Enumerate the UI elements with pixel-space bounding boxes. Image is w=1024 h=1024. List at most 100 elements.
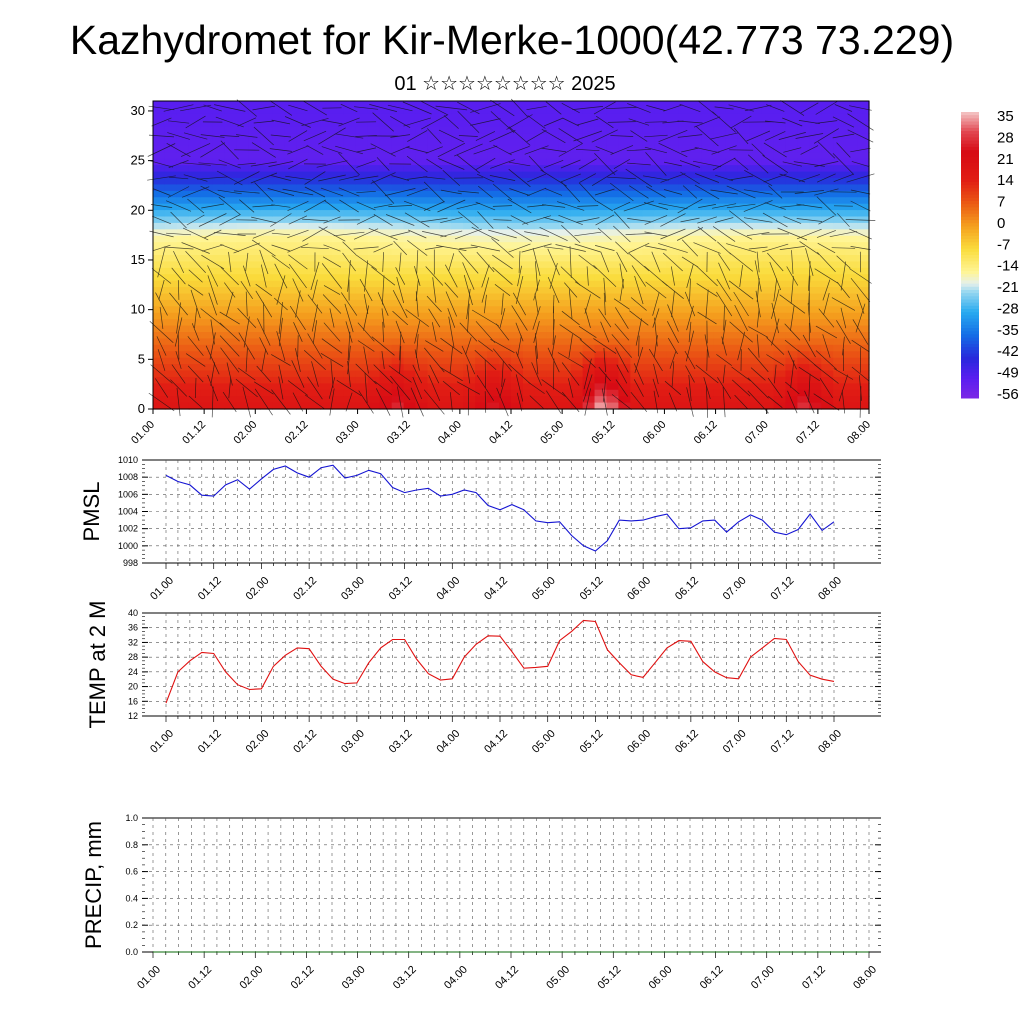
heatmap-x-label-14: 08.00	[845, 419, 873, 447]
panel-2-x-label-6: 04.00	[434, 728, 462, 756]
panel-3-y-label-2: 0.4	[125, 893, 138, 903]
panel-3-x-label-3: 02.12	[289, 964, 317, 992]
panel-2-x-label-4: 03.00	[339, 728, 367, 756]
colorbar-label-12: -49	[997, 365, 1019, 382]
panel-3-y-label-1: 0.2	[125, 920, 138, 930]
panel-1-x-label-5: 03.12	[387, 575, 415, 603]
panel-1-x-label-8: 05.00	[530, 575, 558, 603]
panel-1-x-label-1: 01.12	[196, 575, 224, 603]
heatmap-x-label-8: 05.00	[538, 419, 566, 447]
panel-2-series-line	[165, 619, 835, 704]
heatmap-x-label-5: 03.12	[385, 419, 413, 447]
colorbar-label-1: 28	[997, 129, 1014, 146]
heatmap-x-label-10: 06.00	[641, 419, 669, 447]
colorbar-label-2: 21	[997, 151, 1014, 168]
panel-1-x-label-4: 03.00	[339, 575, 367, 603]
colorbar-label-8: -21	[997, 279, 1019, 296]
panel-2-x-label-12: 07.00	[721, 728, 749, 756]
panel-1-y-label-3: 1004	[118, 507, 138, 517]
panel-2-y-label-2: 20	[128, 682, 138, 692]
heatmap-y-label-3: 15	[131, 252, 145, 267]
panel-1-x-label-12: 07.00	[721, 575, 749, 603]
colorbar-label-10: -35	[997, 322, 1019, 339]
panel-1-x-label-0: 01.00	[148, 575, 176, 603]
panel-2-x-label-14: 08.00	[816, 728, 844, 756]
heatmap-x-label-9: 05.12	[589, 419, 617, 447]
panel-1-x-label-11: 06.12	[673, 575, 701, 603]
panel-2-x-label-7: 04.12	[482, 728, 510, 756]
heatmap-x-label-13: 07.12	[794, 419, 822, 447]
heatmap-x-label-11: 06.12	[692, 419, 720, 447]
heatmap-x-label-2: 02.00	[231, 419, 259, 447]
page-title: Kazhydromet for Kir-Merke-1000(42.773 73…	[69, 17, 955, 63]
panel-1-y-label-6: 1010	[118, 455, 138, 465]
wind-barbs	[147, 98, 876, 418]
panel-1-y-label-5: 1008	[118, 472, 138, 482]
line-panel-2: 12 16 20 24 28 32 36 40 01.00 01.12 02.00 02.12 03.0…	[85, 601, 881, 756]
panel-3-x-label-4: 03.00	[340, 964, 368, 992]
panel-3-y-label-5: 1.0	[125, 813, 138, 823]
line-panel-3: 0.0 0.2 0.4 0.6 0.8 1.0 01.00 01.12 02.00 02.12 03…	[81, 813, 881, 992]
panel-1-x-label-14: 08.00	[816, 575, 844, 603]
panel-2-x-label-3: 02.12	[291, 728, 319, 756]
heatmap-y-label-5: 25	[131, 153, 145, 168]
heatmap-x-label-7: 04.12	[487, 419, 515, 447]
heatmap-y-label-2: 10	[131, 302, 145, 317]
colorbar-label-4: 7	[997, 194, 1005, 211]
panel-3-x-label-2: 02.00	[237, 964, 265, 992]
colorbar-label-3: 14	[997, 172, 1014, 189]
panel-3-x-label-0: 01.00	[135, 964, 163, 992]
panel-1-y-title: PMSL	[79, 482, 104, 542]
heatmap-x-label-6: 04.00	[436, 419, 464, 447]
panel-1-y-label-4: 1006	[118, 489, 138, 499]
panel-1-x-label-9: 05.12	[578, 575, 606, 603]
colorbar-label-6: -7	[997, 236, 1010, 253]
panel-3-y-label-4: 0.8	[125, 840, 138, 850]
panel-2-x-label-9: 05.12	[578, 728, 606, 756]
panel-3-y-label-0: 0.0	[125, 947, 138, 957]
panel-1-x-label-2: 02.00	[244, 575, 272, 603]
panel-3-x-label-11: 06.12	[698, 964, 726, 992]
heatmap-x-label-0: 01.00	[129, 419, 157, 447]
panel-2-x-label-10: 06.00	[625, 728, 653, 756]
panel-1-x-label-10: 06.00	[625, 575, 653, 603]
heatmap-x-label-3: 02.12	[283, 419, 311, 447]
panel-2-x-label-13: 07.12	[768, 728, 796, 756]
panel-2-y-label-5: 32	[128, 637, 138, 647]
heatmap-x-label-12: 07.00	[743, 419, 771, 447]
panel-2-y-title: TEMP at 2 M	[85, 601, 110, 729]
colorbar-label-7: -14	[997, 258, 1019, 275]
panel-2-x-label-1: 01.12	[196, 728, 224, 756]
panel-3-x-label-10: 06.00	[647, 964, 675, 992]
panel-2-x-label-8: 05.00	[530, 728, 558, 756]
panel-3-x-label-14: 08.00	[851, 964, 879, 992]
heatmap-y-label-0: 0	[138, 401, 145, 416]
colorbar-label-11: -42	[997, 343, 1019, 360]
panel-2-y-label-0: 12	[128, 711, 138, 721]
panel-1-x-label-6: 04.00	[434, 575, 462, 603]
panel-2-y-label-3: 24	[128, 667, 138, 677]
colorbar-label-9: -28	[997, 300, 1019, 317]
panel-1-x-label-13: 07.12	[768, 575, 796, 603]
panel-2-x-label-2: 02.00	[244, 728, 272, 756]
panel-1-series-line	[165, 464, 835, 552]
heatmap-y-label-6: 30	[131, 103, 145, 118]
heatmap-x-label-1: 01.12	[180, 419, 208, 447]
colorbar-label-0: 35	[997, 108, 1014, 125]
panel-1-x-label-7: 04.12	[482, 575, 510, 603]
heatmap-field	[153, 101, 870, 410]
colorbar-label-13: -56	[997, 386, 1019, 403]
page-subtitle: 01 ☆☆☆☆☆☆☆☆ 2025	[394, 73, 616, 95]
colorbar	[961, 112, 979, 399]
panel-3-y-title: PRECIP, mm	[81, 821, 106, 949]
panel-3-x-label-1: 01.12	[186, 964, 214, 992]
panel-3-x-label-12: 07.00	[749, 964, 777, 992]
panel-3-y-label-3: 0.6	[125, 867, 138, 877]
panel-3-x-label-13: 07.12	[800, 964, 828, 992]
panel-3-x-label-5: 03.12	[391, 964, 419, 992]
panel-1-y-label-2: 1002	[118, 524, 138, 534]
panel-1-x-label-3: 02.12	[291, 575, 319, 603]
panel-2-x-label-5: 03.12	[387, 728, 415, 756]
panel-2-x-label-11: 06.12	[673, 728, 701, 756]
